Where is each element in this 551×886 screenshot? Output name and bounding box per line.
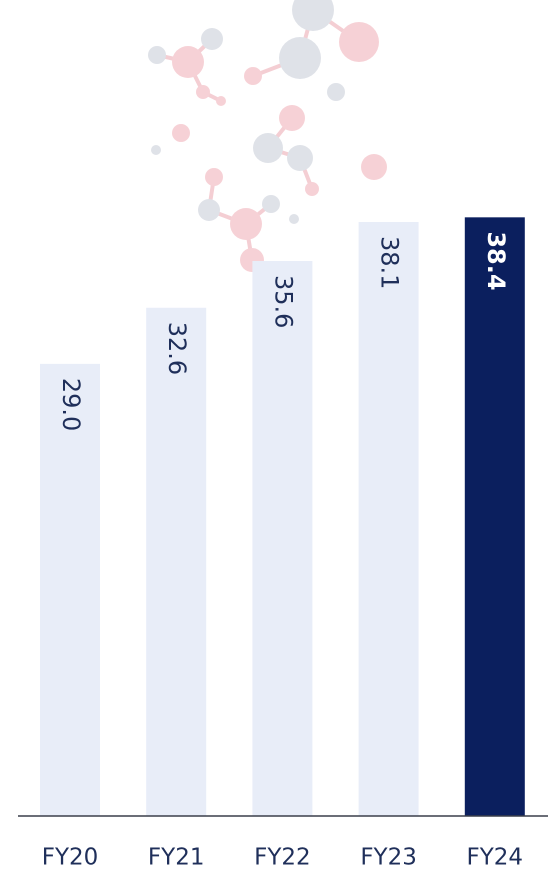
x-tick-label: FY23 <box>360 845 417 871</box>
x-tick-label: FY24 <box>467 845 524 871</box>
value-label: 38.1 <box>376 236 404 289</box>
molecule-decoration <box>148 0 387 272</box>
x-tick-label: FY22 <box>254 845 311 871</box>
bar <box>464 217 525 816</box>
value-label: 35.6 <box>269 275 297 328</box>
bar <box>358 222 419 816</box>
bar <box>146 307 207 816</box>
bar <box>40 363 100 816</box>
x-tick-label: FY21 <box>148 845 205 871</box>
x-tick-label: FY20 <box>42 845 99 871</box>
bars: 29.0 32.6 35.6 38.1 38.4 <box>40 217 525 816</box>
value-label: 32.6 <box>163 322 191 375</box>
value-label: 38.4 <box>482 231 510 290</box>
bar <box>252 260 313 816</box>
value-label: 29.0 <box>57 378 85 431</box>
